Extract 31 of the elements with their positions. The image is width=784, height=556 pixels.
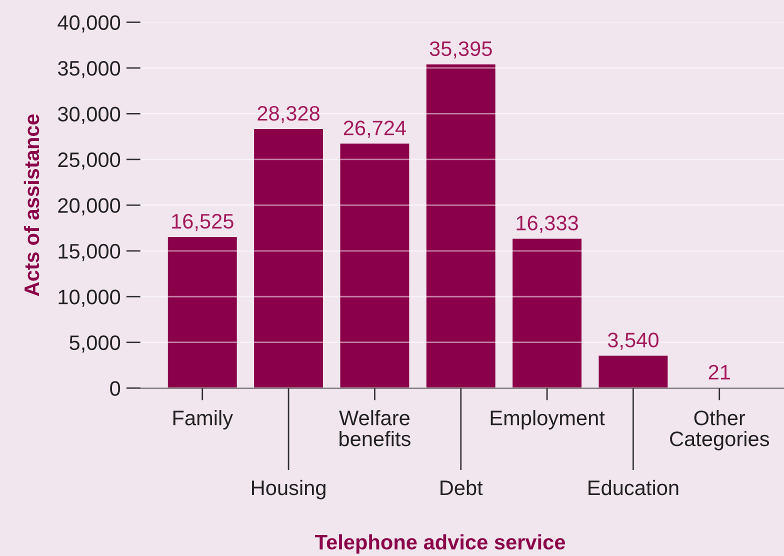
x-tick-label: Other Categories [670,410,769,450]
x-tick-label: Housing [252,480,326,500]
data-label: 16,333 [516,216,578,233]
y-tick-label: 5,000 [70,335,120,353]
y-tick-label: 25,000 [58,152,120,170]
y-tick-label: 15,000 [58,244,120,262]
bar [168,236,237,388]
data-label: 16,525 [172,214,234,232]
bar [426,64,496,388]
y-tick-label: 30,000 [58,106,120,124]
y-tick-label: 0 [110,381,120,396]
y-axis-title: Acts of assistance [24,114,40,296]
x-tick-label: Welfare benefits [339,410,410,446]
x-tick-label: Family [173,410,234,430]
x-tick-label: Debt [440,480,483,496]
data-label: 28,328 [258,106,320,124]
bar [598,356,668,388]
x-axis-title: Telephone advice service [315,534,566,554]
x-tick-label: Employment [490,410,605,430]
y-tick-label: 40,000 [58,15,120,32]
data-label: 21 [708,364,730,380]
bar [340,144,410,388]
data-label: 35,395 [430,41,492,59]
y-tick-label: 20,000 [58,198,120,216]
bar [512,238,582,388]
bar [254,128,324,388]
y-tick-label: 10,000 [58,290,120,307]
data-label: 3,540 [608,332,658,350]
data-label: 26,724 [344,120,406,138]
x-tick-label: Education [588,480,678,496]
y-tick-label: 35,000 [58,60,120,78]
